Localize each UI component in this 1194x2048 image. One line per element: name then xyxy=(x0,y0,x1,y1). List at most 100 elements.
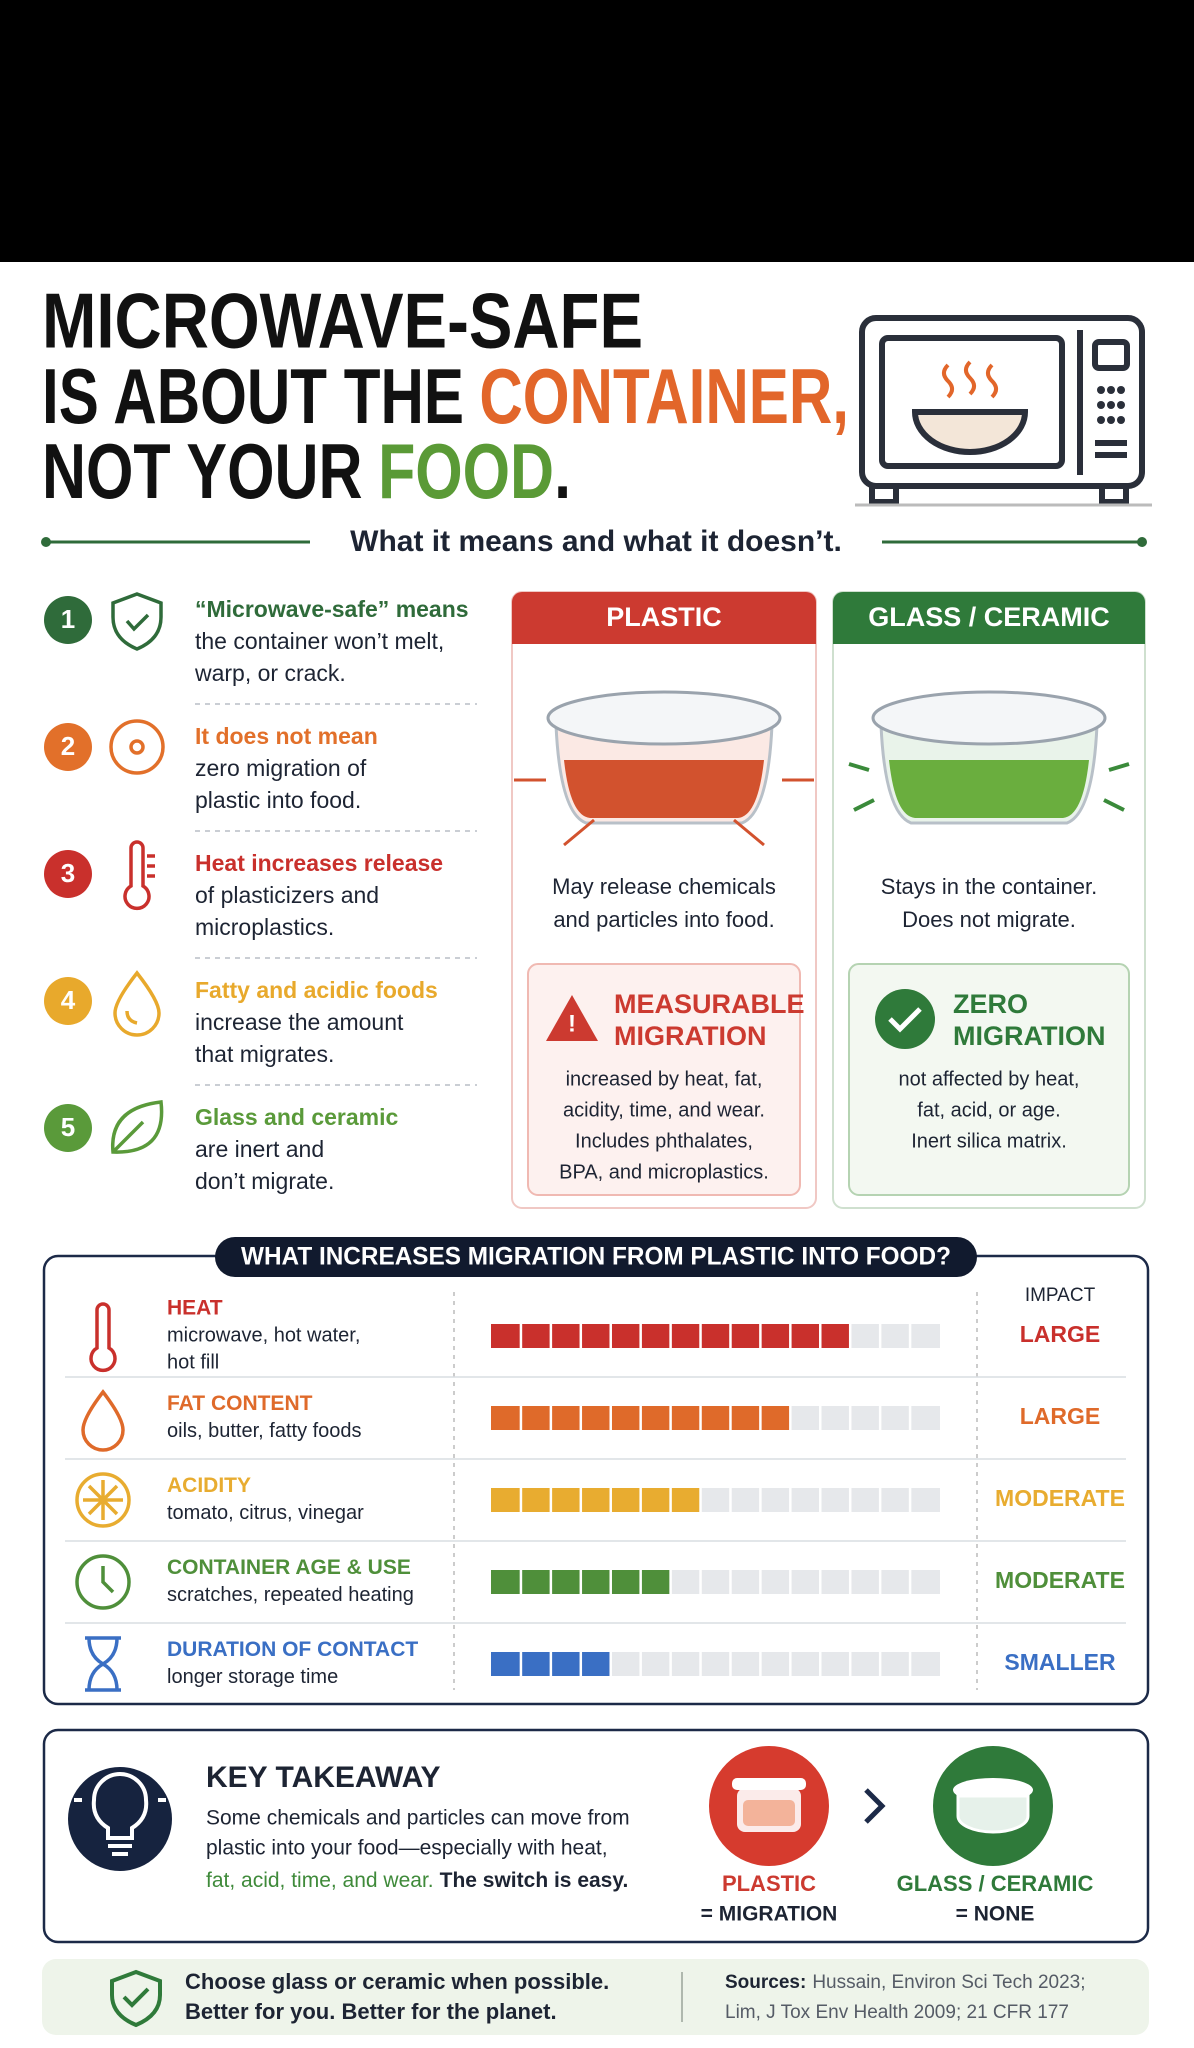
arrow xyxy=(733,818,765,847)
source: Hussain, Environ Sci Tech 2023; xyxy=(812,1972,1085,1993)
panel-header xyxy=(833,592,1145,644)
factor-icon xyxy=(81,1389,125,1452)
fact-headline: Heat increases release xyxy=(195,850,443,876)
factor-name: CONTAINER AGE & USE xyxy=(167,1556,411,1579)
verdict-detail: Includes phthalates, xyxy=(575,1130,753,1152)
fact-badge xyxy=(44,723,92,771)
factor-name: HEAT xyxy=(167,1297,223,1320)
chevron xyxy=(864,1788,886,1824)
sources-line: Sources: Hussain, Environ Sci Tech 2023; xyxy=(725,1972,1086,1993)
fact-line: zero migration of xyxy=(195,755,367,781)
icon-shape xyxy=(89,1302,117,1373)
factor-name: DURATION OF CONTACT xyxy=(167,1638,418,1661)
verdict: MEASURABLE xyxy=(614,989,805,1019)
container-food xyxy=(889,760,1089,818)
verdict-detail: acidity, time, and wear. xyxy=(563,1099,765,1121)
bar xyxy=(491,1488,701,1512)
impact-label: LARGE xyxy=(1020,1321,1101,1347)
fact-icon xyxy=(113,970,161,1037)
fact-line: don’t migrate. xyxy=(195,1168,334,1194)
title-text: NOT YOUR xyxy=(42,427,362,515)
takeaway-line: plastic into your food—especially with h… xyxy=(206,1837,608,1860)
verdict-detail: increased by heat, fat, xyxy=(566,1068,763,1090)
warning-mark: ! xyxy=(568,1010,576,1037)
takeaway-line: fat, acid, time, and wear. The switch is … xyxy=(206,1869,628,1892)
verdict: MIGRATION xyxy=(953,1021,1105,1051)
fact-line: warp, or crack. xyxy=(194,660,346,686)
factor-name: ACIDITY xyxy=(167,1474,251,1497)
factor-description: longer storage time xyxy=(167,1666,338,1688)
factor-description: microwave, hot water, xyxy=(167,1324,360,1346)
fact-line: are inert and xyxy=(195,1136,324,1162)
verdict-detail: fat, acid, or age. xyxy=(917,1099,1060,1121)
source: Lim, J Tox Env Health 2009; 21 CFR 177 xyxy=(725,2002,1069,2023)
fact-line: of plasticizers and xyxy=(195,882,379,908)
fact-line: that migrates. xyxy=(195,1041,334,1067)
bulb-icon xyxy=(68,1754,172,1871)
fact-number: 5 xyxy=(61,1112,75,1142)
factor-description: scratches, repeated heating xyxy=(167,1584,414,1606)
comparison-panels: PLASTIC May release chemicals and particle… xyxy=(511,591,1146,1209)
glass-badge xyxy=(933,1746,1053,1866)
title-text: IS ABOUT THE xyxy=(42,352,464,440)
panel-title: GLASS / CERAMIC xyxy=(868,602,1110,632)
fact-badge xyxy=(44,596,92,644)
to-result: = NONE xyxy=(956,1903,1035,1926)
factor-rows: HEAT microwave, hot water, hot fill LARGE FA… xyxy=(65,1297,1126,1692)
impact-label: MODERATE xyxy=(995,1485,1125,1511)
factor-icon xyxy=(89,1302,117,1373)
factor-icon xyxy=(75,1472,131,1528)
facts-list: 1 “Microwave-safe” means the container won… xyxy=(44,592,477,1194)
icon-shape xyxy=(123,840,155,911)
fact-line: increase the amount xyxy=(195,1009,404,1035)
fact-headline: Fatty and acidic foods xyxy=(195,977,438,1003)
panel-caption: and particles into food. xyxy=(553,907,774,932)
panel-caption: Stays in the container. xyxy=(881,874,1097,899)
container-lid xyxy=(546,690,782,746)
fact-badge xyxy=(44,1104,92,1152)
factor-description: oils, butter, fatty foods xyxy=(167,1420,362,1442)
takeaway-title: KEY TAKEAWAY xyxy=(206,1761,441,1794)
verdict-detail: Inert silica matrix. xyxy=(911,1130,1067,1152)
fact-line: microplastics. xyxy=(195,914,334,940)
icon-shape xyxy=(113,970,161,1037)
title-highlight: CONTAINER, xyxy=(479,352,849,440)
icon-shape xyxy=(81,1389,125,1452)
glow-line xyxy=(848,762,870,772)
icon-shape xyxy=(111,1100,164,1154)
factor-description: hot fill xyxy=(167,1351,219,1373)
impact-label: MODERATE xyxy=(995,1567,1125,1593)
fact-number: 2 xyxy=(61,731,75,761)
title-text: . xyxy=(554,427,571,515)
impact-label: SMALLER xyxy=(1004,1649,1116,1675)
fact-number: 4 xyxy=(61,985,76,1015)
footer-message: Choose glass or ceramic when possible. xyxy=(185,1969,609,1994)
takeaway-line: Some chemicals and particles can move fr… xyxy=(206,1807,630,1830)
microwave-icon xyxy=(855,315,1152,507)
container-illustration xyxy=(514,690,814,847)
title-line-1: MICROWAVE-SAFE xyxy=(42,277,643,365)
fact-number: 3 xyxy=(61,858,75,888)
title-line-3: NOT YOURFOOD. xyxy=(42,427,571,515)
glow-line xyxy=(1108,762,1130,772)
panel-caption: Does not migrate. xyxy=(902,907,1076,932)
arrow xyxy=(563,818,595,847)
verdict-detail: BPA, and microplastics. xyxy=(559,1161,769,1183)
verdict-detail: not affected by heat, xyxy=(899,1068,1080,1090)
fact-badge xyxy=(44,850,92,898)
panel-caption: May release chemicals xyxy=(552,874,776,899)
verdict: ZERO xyxy=(953,989,1028,1019)
check-icon xyxy=(875,989,935,1049)
icon-shape xyxy=(75,1554,131,1610)
container-illustration xyxy=(848,690,1130,825)
shield-icon xyxy=(110,1969,162,2028)
panel-header xyxy=(512,592,816,644)
factor-name: FAT CONTENT xyxy=(167,1392,313,1415)
factors-header-pill xyxy=(215,1237,977,1277)
sources-label: Sources: xyxy=(725,1972,806,1993)
title-highlight: FOOD xyxy=(378,427,554,515)
fact-icon xyxy=(109,719,165,775)
factor-icon xyxy=(75,1554,131,1610)
container-food xyxy=(564,760,764,818)
